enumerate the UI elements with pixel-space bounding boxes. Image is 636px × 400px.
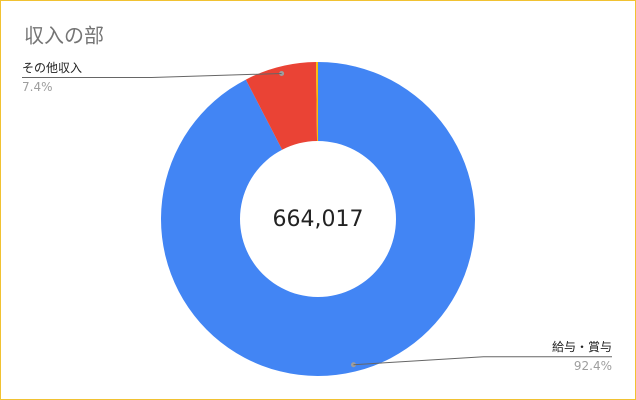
leader-line <box>353 356 612 366</box>
slice <box>245 62 318 150</box>
slice <box>316 62 318 142</box>
center-label: 664,017 <box>273 207 364 232</box>
chart-title: 収入の部 <box>24 24 104 48</box>
slice <box>160 62 475 376</box>
leader-line <box>22 72 282 78</box>
slice-value-label: 92.4% <box>574 359 612 373</box>
slice-label: その他収入 <box>22 61 82 75</box>
slice-value-label: 7.4% <box>22 80 53 94</box>
slices <box>160 62 475 376</box>
slice-label: 給与・賞与 <box>552 340 612 354</box>
